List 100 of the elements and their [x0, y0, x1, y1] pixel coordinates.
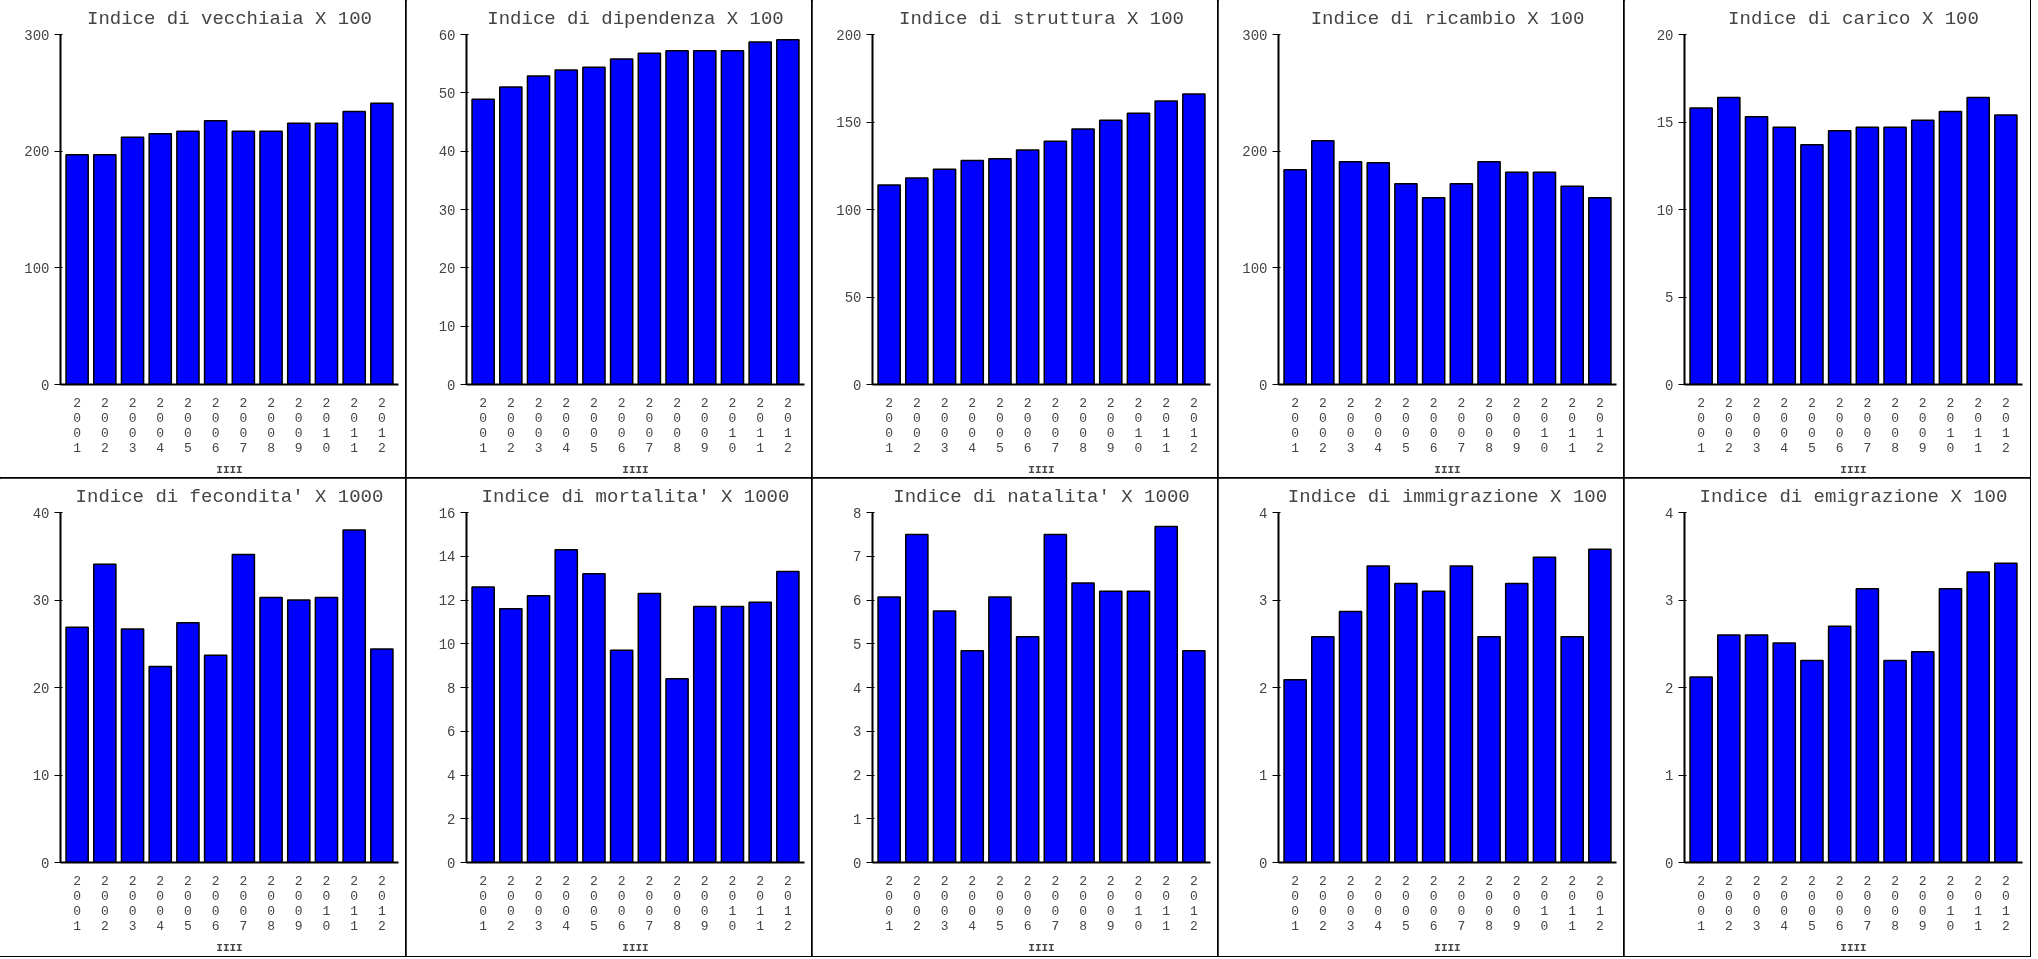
x-tick-label: 2002 — [1318, 395, 1327, 456]
x-tick-label: 2006 — [211, 395, 220, 456]
x-tick-label: 2003 — [1346, 395, 1355, 456]
y-tick-label: 2 — [1259, 680, 1268, 697]
x-tick-label: 2009 — [294, 873, 303, 934]
y-tick-label: 30 — [438, 202, 456, 219]
x-tick-label: 2004 — [156, 395, 165, 456]
x-tick-label: 2011 — [1162, 873, 1171, 934]
x-tick-label: 2012 — [1189, 395, 1198, 456]
chart-title: Indice di vecchiaia X 100 — [86, 7, 373, 30]
x-tick-label: 2010 — [1946, 395, 1955, 456]
y-tick-label: 0 — [447, 377, 456, 394]
x-tick-label: 2008 — [1079, 873, 1087, 934]
x-tick-label: 2004 — [562, 395, 571, 456]
y-tick-label: 0 — [853, 855, 862, 872]
x-tick-label: 2010 — [1134, 873, 1143, 934]
x-tick-label: 2001 — [73, 873, 82, 934]
x-tick-label: 2002 — [912, 873, 921, 934]
y-tick-label: 14 — [438, 549, 456, 566]
x-tick-label: 2002 — [506, 395, 515, 456]
x-tick-label: 2006 — [617, 873, 626, 934]
y-tick-label: 4 — [853, 680, 862, 697]
y-tick-label: 0 — [41, 855, 50, 872]
x-tick-label: 2001 — [73, 395, 82, 456]
chart-title: Indice di carico X 100 — [1728, 7, 1979, 30]
x-tick-label: 2001 — [885, 395, 894, 456]
chart-title: Indice di immigrazione X 100 — [1287, 485, 1608, 508]
x-axis-title: IIII — [1434, 463, 1461, 476]
y-tick-label: 4 — [1665, 505, 1674, 522]
x-tick-label: 2007 — [1863, 873, 1872, 934]
x-tick-label: 2005 — [184, 395, 192, 456]
y-tick-label: 300 — [24, 27, 50, 44]
x-tick-label: 2001 — [1697, 395, 1706, 456]
x-tick-label: 2009 — [1918, 873, 1927, 934]
x-tick-label: 2004 — [968, 395, 977, 456]
x-tick-label: 2011 — [1974, 873, 1983, 934]
y-tick-label: 20 — [32, 680, 50, 697]
x-tick-label: 2004 — [1374, 873, 1383, 934]
x-tick-label: 2004 — [1780, 873, 1789, 934]
x-tick-label: 2007 — [1051, 395, 1060, 456]
x-tick-label: 2006 — [1835, 873, 1844, 934]
y-tick-label: 2 — [1665, 680, 1674, 697]
x-axis-title: IIII — [1840, 941, 1867, 954]
x-tick-label: 2012 — [377, 873, 386, 934]
x-tick-label: 2003 — [128, 395, 137, 456]
y-tick-label: 10 — [438, 319, 456, 336]
x-tick-label: 2010 — [1540, 395, 1549, 456]
x-tick-label: 2004 — [968, 873, 977, 934]
y-tick-label: 8 — [447, 680, 456, 697]
x-tick-label: 2003 — [940, 873, 949, 934]
x-tick-label: 2006 — [1429, 873, 1438, 934]
x-tick-label: 2007 — [239, 873, 248, 934]
x-tick-label: 2011 — [1568, 395, 1577, 456]
x-tick-label: 2011 — [350, 395, 359, 456]
x-tick-label: 2003 — [940, 395, 949, 456]
chart-title: Indice di natalita' X 1000 — [893, 485, 1190, 508]
x-tick-label: 2004 — [1780, 395, 1789, 456]
x-tick-label: 2008 — [1485, 873, 1493, 934]
x-tick-label: 2002 — [1318, 873, 1327, 934]
x-tick-label: 2011 — [1162, 395, 1171, 456]
y-tick-label: 3 — [853, 724, 862, 741]
x-tick-label: 2011 — [350, 873, 359, 934]
y-tick-label: 60 — [438, 27, 456, 44]
y-tick-label: 4 — [1259, 505, 1268, 522]
y-tick-label: 3 — [1259, 593, 1268, 609]
y-tick-label: 5 — [853, 636, 862, 653]
x-tick-label: 2010 — [1134, 395, 1143, 456]
x-tick-label: 2008 — [1891, 395, 1899, 456]
y-tick-label: 50 — [438, 85, 456, 102]
x-tick-label: 2009 — [700, 873, 709, 934]
x-tick-label: 2005 — [1402, 873, 1410, 934]
y-tick-label: 4 — [447, 768, 456, 784]
y-tick-label: 20 — [438, 260, 456, 277]
x-tick-label: 2001 — [479, 873, 488, 934]
x-tick-label: 2007 — [239, 395, 248, 456]
y-tick-label: 50 — [844, 290, 862, 306]
y-tick-label: 0 — [1259, 377, 1268, 394]
x-tick-label: 2005 — [996, 395, 1004, 456]
x-tick-label: 2003 — [534, 873, 543, 934]
chart-title: Indice di ricambio X 100 — [1310, 7, 1585, 30]
x-axis-title: IIII — [216, 941, 243, 954]
x-tick-label: 2003 — [1752, 395, 1761, 456]
x-tick-label: 2004 — [1374, 395, 1383, 456]
x-tick-label: 2005 — [184, 873, 192, 934]
x-tick-label: 2009 — [294, 395, 303, 456]
y-tick-label: 40 — [438, 144, 456, 161]
y-tick-label: 0 — [853, 377, 862, 394]
x-tick-label: 2012 — [1595, 873, 1604, 934]
x-tick-label: 2004 — [562, 873, 571, 934]
x-axis-title: IIII — [1840, 463, 1867, 476]
x-tick-label: 2010 — [728, 395, 737, 456]
x-axis-title: IIII — [1434, 941, 1461, 954]
chart-title: Indice di mortalita' X 1000 — [481, 485, 790, 508]
y-tick-label: 20 — [1656, 27, 1674, 44]
chart-title: Indice di dipendenza X 100 — [487, 7, 784, 30]
x-tick-label: 2005 — [1402, 395, 1410, 456]
x-tick-label: 2005 — [590, 395, 598, 456]
x-tick-label: 2009 — [1512, 395, 1521, 456]
y-tick-label: 1 — [1259, 768, 1268, 784]
x-tick-label: 2009 — [1106, 395, 1115, 456]
